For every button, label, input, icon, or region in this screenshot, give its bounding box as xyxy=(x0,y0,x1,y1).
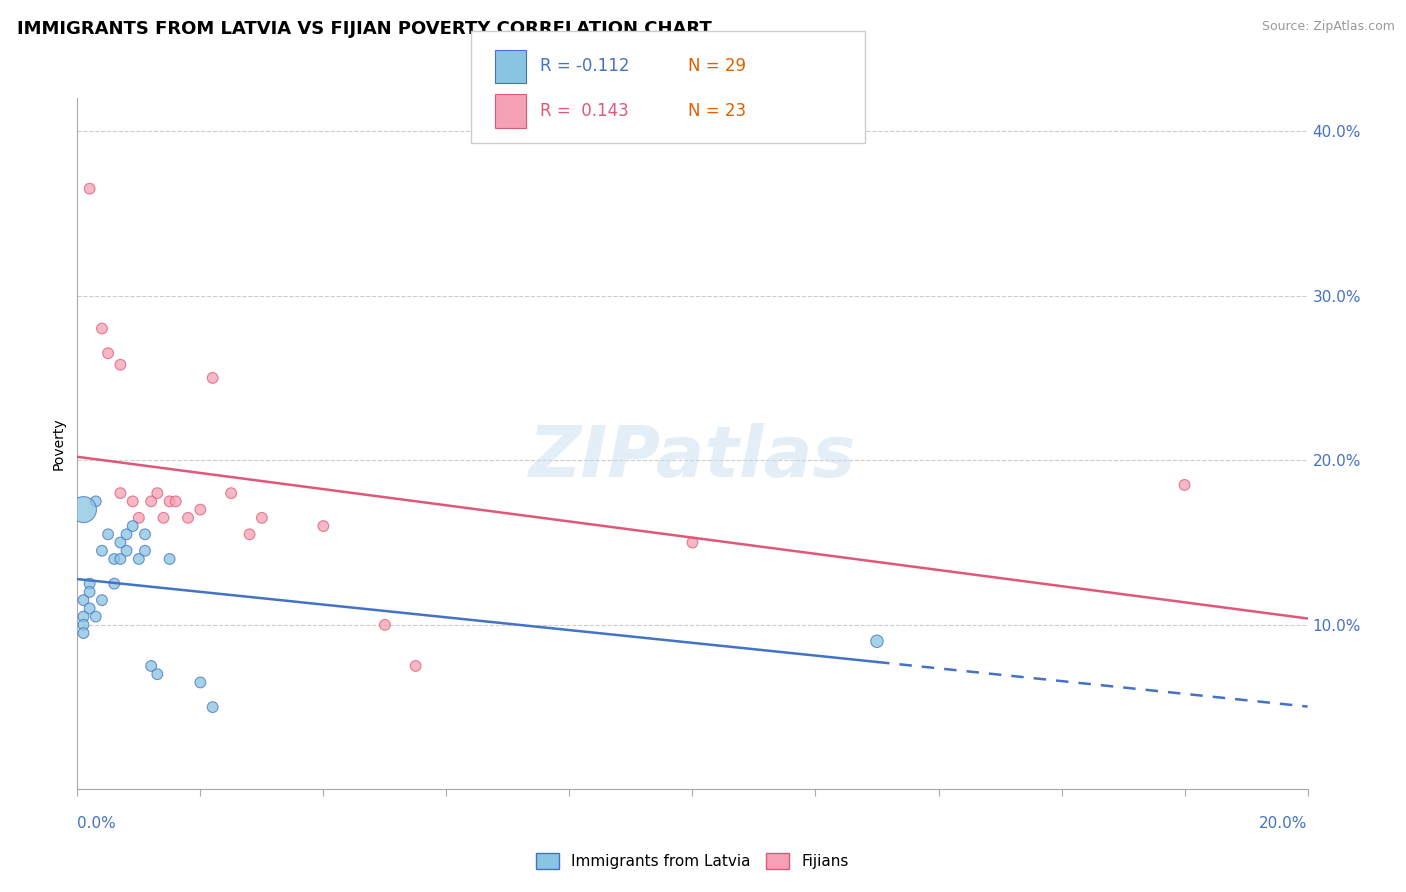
Point xyxy=(79,585,101,599)
Point xyxy=(79,576,101,591)
Point xyxy=(72,593,94,607)
Point xyxy=(152,511,174,525)
Point xyxy=(141,659,163,673)
Text: N = 29: N = 29 xyxy=(688,57,745,76)
Point xyxy=(141,494,163,508)
Point xyxy=(1174,478,1197,492)
Point xyxy=(134,543,156,558)
Point xyxy=(72,617,94,632)
Text: N = 23: N = 23 xyxy=(688,102,745,120)
Text: R =  0.143: R = 0.143 xyxy=(540,102,628,120)
Point xyxy=(188,675,212,690)
Point xyxy=(134,527,156,541)
Point xyxy=(72,626,94,640)
Text: Source: ZipAtlas.com: Source: ZipAtlas.com xyxy=(1261,20,1395,33)
Point xyxy=(374,617,396,632)
Point xyxy=(84,494,107,508)
Point xyxy=(146,486,169,500)
Point xyxy=(682,535,704,549)
Point xyxy=(79,601,101,615)
Point xyxy=(219,486,242,500)
Point xyxy=(90,543,114,558)
Point xyxy=(97,346,120,360)
Point xyxy=(103,576,125,591)
Point xyxy=(110,552,132,566)
Point xyxy=(146,667,169,681)
Point xyxy=(110,358,132,372)
Point xyxy=(90,593,114,607)
Text: ZIPatlas: ZIPatlas xyxy=(529,423,856,492)
Point xyxy=(188,502,212,516)
Point xyxy=(177,511,200,525)
Point xyxy=(97,527,120,541)
Point xyxy=(239,527,262,541)
Point xyxy=(115,543,138,558)
Point xyxy=(110,486,132,500)
Text: R = -0.112: R = -0.112 xyxy=(540,57,630,76)
Point xyxy=(159,552,181,566)
Text: 20.0%: 20.0% xyxy=(1260,816,1308,830)
Y-axis label: Poverty: Poverty xyxy=(52,417,66,470)
Point xyxy=(866,634,889,648)
Point xyxy=(110,535,132,549)
Point xyxy=(84,609,107,624)
Point xyxy=(115,527,138,541)
Text: 0.0%: 0.0% xyxy=(77,816,117,830)
Point xyxy=(72,502,94,516)
Point xyxy=(121,519,143,533)
Point xyxy=(128,511,150,525)
Point xyxy=(250,511,273,525)
Point xyxy=(165,494,187,508)
Point xyxy=(90,321,114,335)
Point xyxy=(201,700,224,714)
Text: IMMIGRANTS FROM LATVIA VS FIJIAN POVERTY CORRELATION CHART: IMMIGRANTS FROM LATVIA VS FIJIAN POVERTY… xyxy=(17,20,711,37)
Point xyxy=(201,371,224,385)
Point xyxy=(128,552,150,566)
Point xyxy=(405,659,427,673)
Point xyxy=(79,181,101,195)
Point xyxy=(159,494,181,508)
Point xyxy=(103,552,125,566)
Legend: Immigrants from Latvia, Fijians: Immigrants from Latvia, Fijians xyxy=(530,847,855,875)
Point xyxy=(312,519,335,533)
Point xyxy=(72,609,94,624)
Point xyxy=(121,494,143,508)
